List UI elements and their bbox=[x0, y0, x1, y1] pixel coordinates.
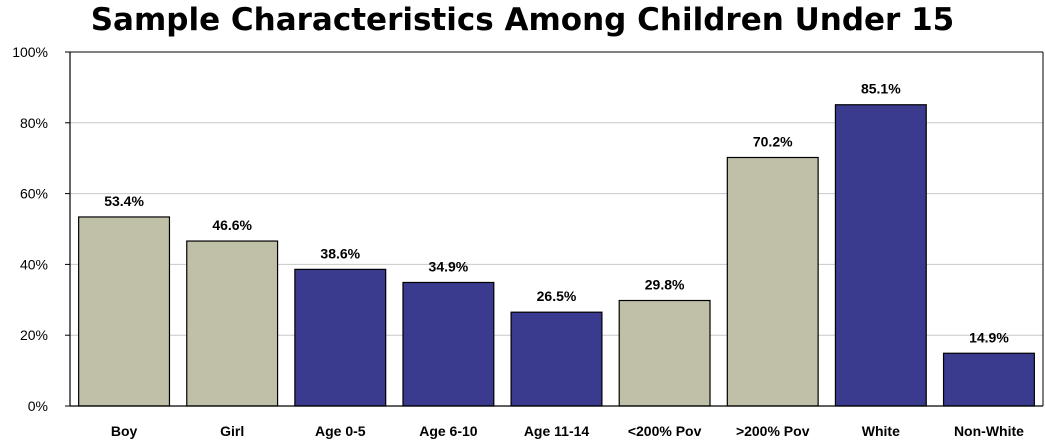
category-label: Girl bbox=[220, 423, 244, 439]
y-axis-tick-labels: 0% 20% 40% 60% 80% 100% bbox=[12, 44, 70, 414]
category-label: <200% Pov bbox=[628, 423, 702, 439]
bars bbox=[78, 104, 1035, 407]
y-tick-label: 100% bbox=[12, 44, 48, 60]
bar bbox=[186, 240, 279, 407]
data-label: 14.9% bbox=[969, 329, 1009, 345]
bar bbox=[834, 104, 927, 407]
category-label: >200% Pov bbox=[736, 423, 810, 439]
bar bbox=[402, 281, 495, 407]
data-label: 34.9% bbox=[429, 258, 469, 274]
bar bbox=[942, 352, 1035, 407]
y-tick-label: 40% bbox=[20, 256, 48, 272]
bar bbox=[618, 299, 711, 407]
data-label: 29.8% bbox=[645, 277, 685, 293]
category-label: Age 11-14 bbox=[524, 423, 590, 439]
y-tick-label: 20% bbox=[20, 327, 48, 343]
data-label: 26.5% bbox=[537, 288, 577, 304]
data-label: 46.6% bbox=[212, 217, 252, 233]
bar bbox=[294, 268, 387, 407]
y-tick-label: 80% bbox=[20, 115, 48, 131]
category-label: White bbox=[862, 423, 900, 439]
chart-title: Sample Characteristics Among Children Un… bbox=[90, 2, 955, 38]
y-tick-label: 60% bbox=[20, 186, 48, 202]
data-label: 85.1% bbox=[861, 81, 901, 97]
bar bbox=[78, 216, 171, 407]
data-label: 70.2% bbox=[753, 133, 793, 149]
data-label: 53.4% bbox=[104, 193, 144, 209]
data-label: 38.6% bbox=[320, 245, 360, 261]
category-label: Age 6-10 bbox=[419, 423, 478, 439]
bar bbox=[726, 156, 819, 407]
y-tick-label: 0% bbox=[28, 398, 48, 414]
data-labels: 53.4% 46.6% 38.6% 34.9% 26.5% 29.8% 70.2% 85.1%… bbox=[104, 81, 1009, 346]
axes bbox=[69, 51, 1044, 407]
category-label: Non-White bbox=[954, 423, 1024, 439]
category-label: Age 0-5 bbox=[315, 423, 366, 439]
category-label: Boy bbox=[111, 423, 138, 439]
x-axis-category-labels: Boy Girl Age 0-5 Age 6-10 Age 11-14 <200% Pov… bbox=[111, 423, 1024, 439]
bar bbox=[510, 311, 603, 407]
